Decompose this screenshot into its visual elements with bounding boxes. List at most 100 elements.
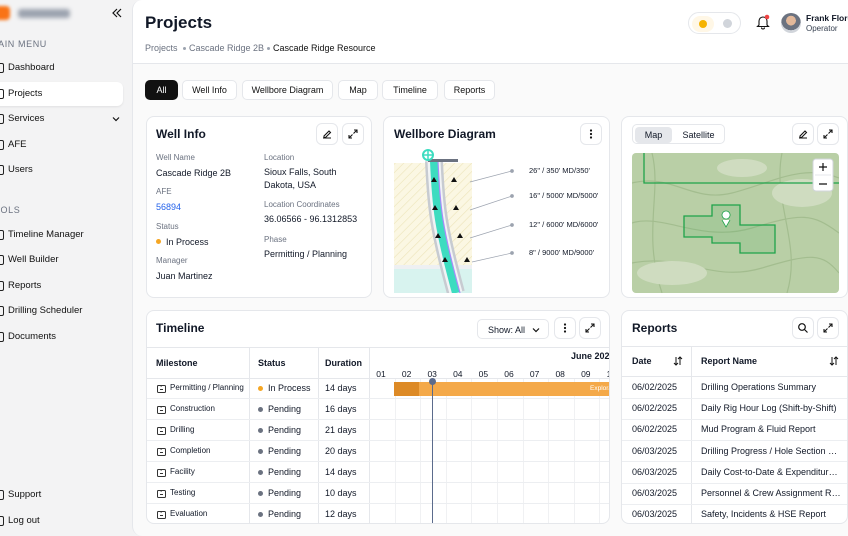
graphic-part bbox=[157, 489, 162, 492]
tab[interactable]: Timeline bbox=[382, 80, 438, 100]
duration: 16 days bbox=[325, 404, 357, 414]
breadcrumb-item: Cascade Ridge Resource bbox=[273, 43, 376, 53]
card-title: Reports bbox=[632, 321, 678, 335]
map-tab[interactable]: Map bbox=[635, 127, 672, 143]
notifications[interactable] bbox=[756, 14, 770, 30]
breadcrumb-item[interactable]: Projects bbox=[145, 43, 178, 53]
report-name[interactable]: Drilling Operations Summary bbox=[701, 382, 817, 392]
user-name: Frank Flores bbox=[806, 13, 848, 23]
graphic-part bbox=[721, 210, 731, 228]
row-divider bbox=[622, 397, 847, 399]
icon-button[interactable] bbox=[579, 317, 601, 339]
field-value: Permitting / Planning bbox=[264, 249, 348, 259]
nav-item[interactable]: Users bbox=[8, 164, 33, 175]
nav-item[interactable]: Reports bbox=[8, 280, 42, 291]
icon-button[interactable] bbox=[792, 123, 814, 145]
field-label: Well Name bbox=[156, 153, 195, 162]
graphic-part bbox=[432, 205, 438, 210]
nav-item[interactable]: Well Builder bbox=[8, 254, 59, 265]
report-date: 06/03/2025 bbox=[632, 445, 678, 456]
icon-button[interactable] bbox=[554, 317, 576, 339]
casing-label: 8" / 9000' MD/9000' bbox=[529, 248, 595, 257]
graphic-part bbox=[510, 169, 514, 173]
theme-toggle[interactable] bbox=[688, 12, 741, 34]
graphic-part bbox=[563, 326, 567, 330]
tab[interactable]: Map bbox=[338, 80, 378, 100]
collapse-button[interactable] bbox=[110, 6, 124, 20]
icon-button[interactable] bbox=[792, 317, 814, 339]
report-name[interactable]: Drilling Progress / Hole Section Report bbox=[701, 445, 842, 456]
nav-item[interactable]: Projects bbox=[8, 88, 43, 99]
row-divider bbox=[147, 503, 609, 504]
duration: 14 days bbox=[325, 467, 357, 477]
field-value[interactable]: 56894 bbox=[156, 202, 182, 212]
nav-item[interactable]: Documents bbox=[8, 331, 57, 342]
filter-dropdown[interactable]: Show: All bbox=[477, 319, 549, 339]
nav-item[interactable]: Dashboard bbox=[8, 62, 55, 73]
tab[interactable]: Reports bbox=[444, 80, 495, 100]
report-name[interactable]: Daily Rig Hour Log (Shift-by-Shift) bbox=[701, 403, 837, 414]
icon-button[interactable] bbox=[342, 123, 364, 145]
graphic-part bbox=[157, 426, 166, 435]
menu-section-label: MAIN MENU bbox=[0, 39, 47, 49]
tab[interactable]: All bbox=[145, 80, 178, 100]
page-title: Projects bbox=[145, 13, 213, 32]
milestone-name: Permitting / Planning bbox=[170, 383, 244, 392]
divider bbox=[147, 378, 609, 379]
graphic-part bbox=[157, 510, 166, 519]
graphic-part bbox=[394, 265, 472, 269]
gantt-day: 09 bbox=[581, 369, 591, 379]
report-name[interactable]: Mud Program & Fluid Report bbox=[701, 424, 816, 435]
report-name[interactable]: Personnel & Crew Assignment Report bbox=[701, 488, 842, 498]
status-label: Pending bbox=[268, 467, 302, 477]
card: Reports Date Report Name 06/02/2025 Drilling… bbox=[621, 310, 848, 524]
field-label: Location bbox=[264, 153, 295, 162]
column-header: Duration bbox=[325, 358, 362, 368]
graphic-part bbox=[823, 129, 833, 139]
nav-item[interactable]: Services bbox=[8, 113, 45, 124]
row-divider bbox=[147, 419, 609, 420]
icon-button[interactable] bbox=[580, 123, 602, 145]
graphic-part bbox=[798, 323, 806, 331]
icon-graphic bbox=[157, 405, 166, 414]
avatar bbox=[781, 13, 801, 33]
icon-button[interactable] bbox=[316, 123, 338, 145]
nav-item[interactable]: Drilling Scheduler bbox=[8, 305, 83, 316]
status-label: Pending bbox=[268, 446, 302, 456]
nav-item[interactable]: Timeline Manager bbox=[8, 229, 84, 240]
graphic-part bbox=[157, 426, 162, 429]
icon-graphic bbox=[799, 130, 808, 139]
nav-item[interactable]: Log out bbox=[8, 515, 40, 526]
map-tab[interactable]: Satellite bbox=[682, 130, 715, 140]
user-role: Operator bbox=[806, 24, 838, 33]
field-value: 36.06566 - 96.1312853 bbox=[264, 214, 358, 224]
graphic-part bbox=[442, 257, 448, 262]
nav-item[interactable]: Support bbox=[8, 489, 42, 500]
icon bbox=[111, 114, 121, 124]
gantt-day: 02 bbox=[401, 369, 412, 379]
card: Timeline Show: All Milestone Status Duration… bbox=[146, 310, 610, 524]
gantt-grid bbox=[548, 379, 550, 523]
menu-section-label: TOOLS bbox=[0, 205, 21, 215]
nav-item[interactable]: AFE bbox=[8, 139, 27, 150]
icon-graphic bbox=[756, 14, 770, 30]
nav-icon bbox=[0, 281, 4, 291]
nav-icon bbox=[0, 63, 4, 73]
graphic-part bbox=[469, 169, 514, 263]
graphic-part bbox=[779, 153, 792, 293]
report-name[interactable]: Safety, Incidents & HSE Report bbox=[701, 509, 826, 520]
nav-icon bbox=[0, 89, 4, 99]
tab[interactable]: Well Info bbox=[182, 80, 237, 100]
milestone-name: Evaluation bbox=[170, 509, 208, 518]
graphic-part bbox=[799, 130, 808, 139]
icon-button[interactable] bbox=[817, 123, 839, 145]
duration: 21 days bbox=[325, 425, 357, 435]
tab[interactable]: Wellbore Diagram bbox=[242, 80, 333, 100]
breadcrumb-item[interactable]: Cascade Ridge 2B bbox=[189, 43, 265, 53]
icon bbox=[157, 447, 166, 456]
report-name[interactable]: Daily Cost-to-Date & Expenditure Report bbox=[701, 466, 842, 477]
icon-graphic bbox=[632, 153, 839, 293]
field-label: Manager bbox=[156, 256, 188, 265]
graphic-part bbox=[157, 468, 162, 471]
icon-button[interactable] bbox=[817, 317, 839, 339]
